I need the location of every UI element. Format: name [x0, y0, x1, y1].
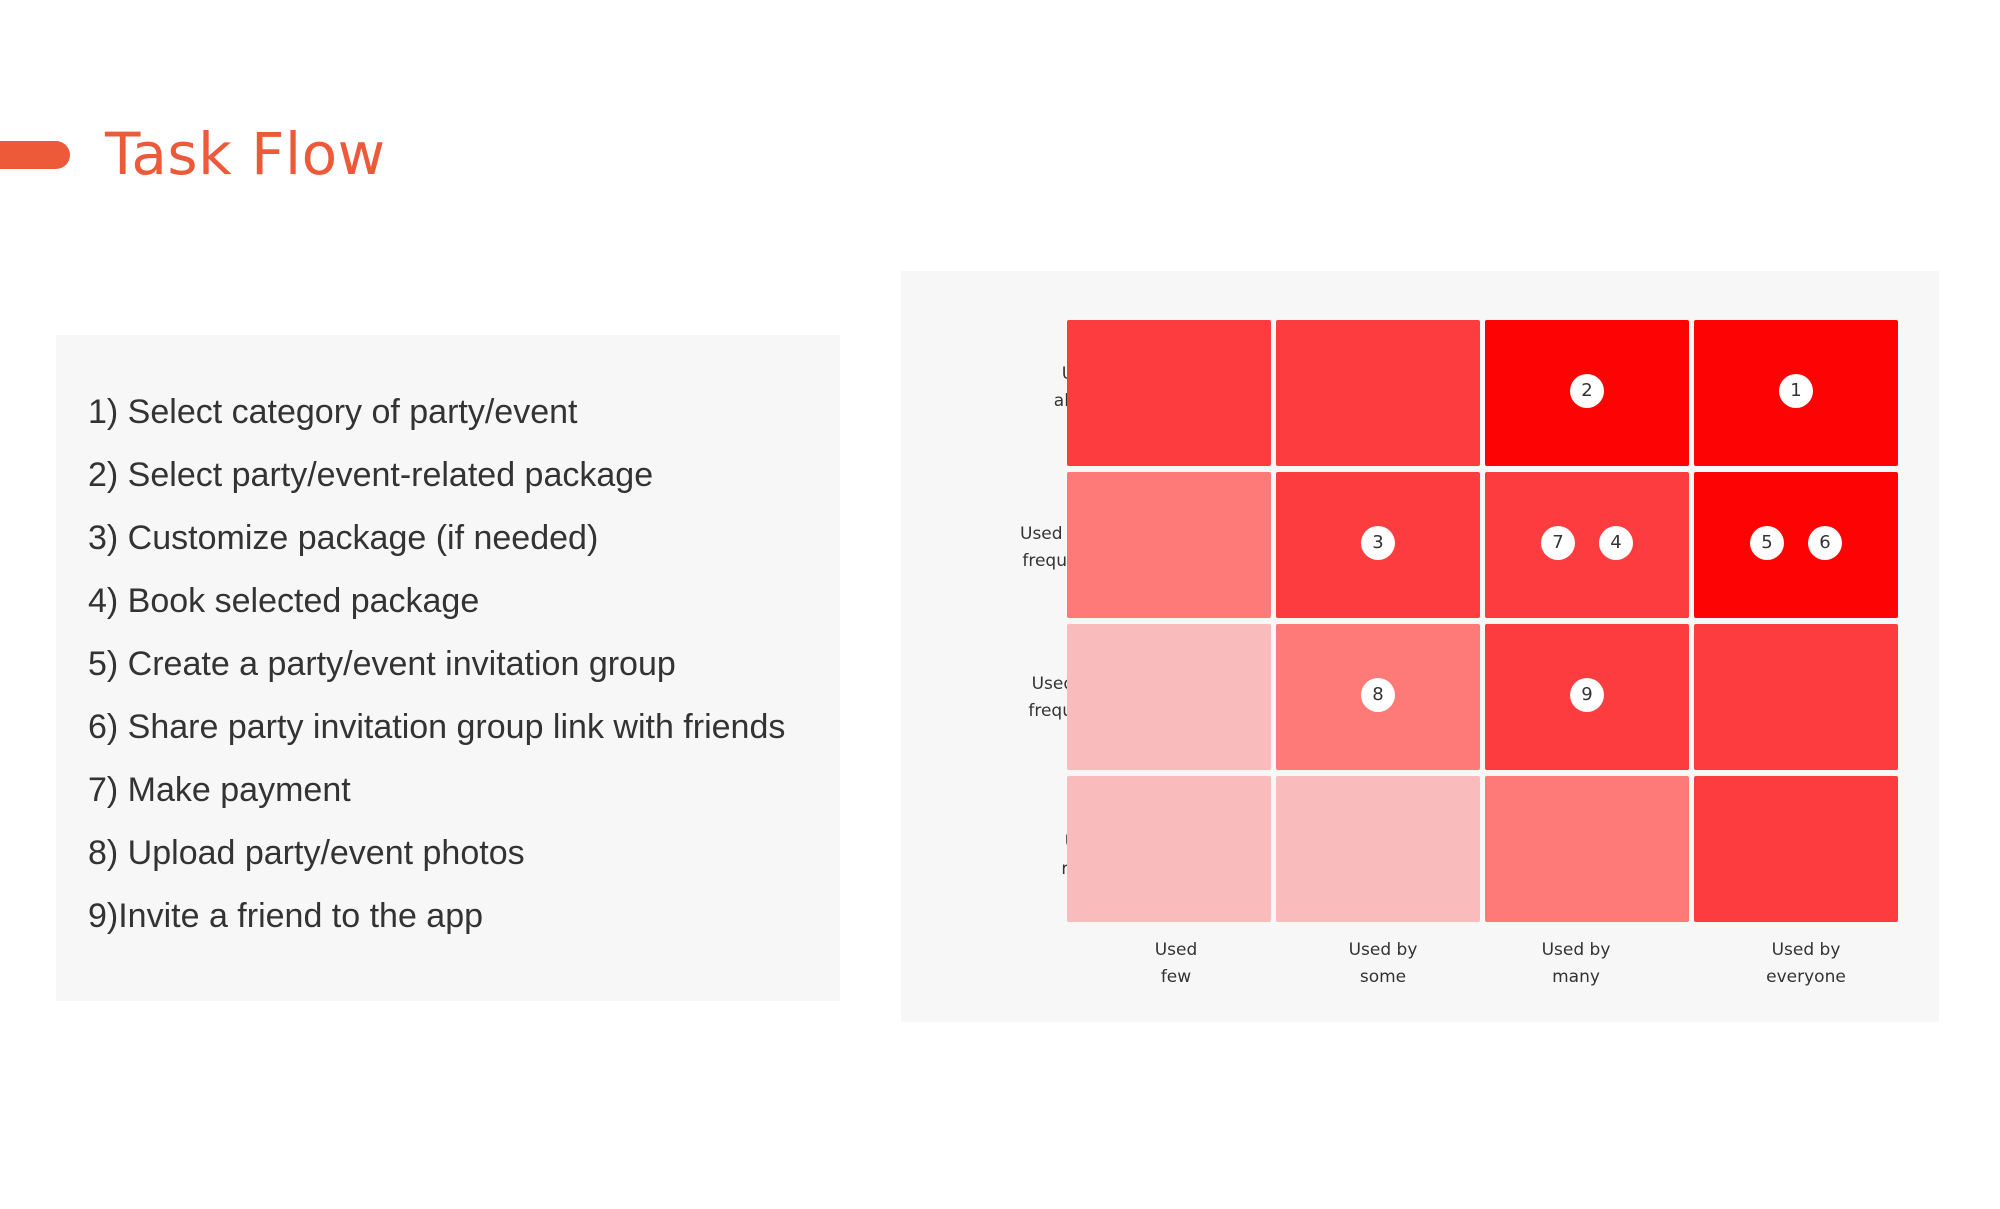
matrix-cell-more-many — [1485, 472, 1689, 618]
task-badge-3: 3 — [1361, 526, 1395, 560]
task-item-4: 4) Book selected package — [88, 582, 480, 620]
task-badge-7: 7 — [1541, 526, 1575, 560]
column-label-used-by-many: Used by many — [1541, 940, 1611, 987]
matrix-cell-more-few — [1067, 472, 1271, 618]
task-badge-9: 9 — [1570, 678, 1604, 712]
task-item-8: 8) Upload party/event photos — [88, 834, 525, 872]
matrix-cell-rarely-many — [1485, 776, 1689, 922]
task-list: 1) Select category of party/event 2) Sel… — [88, 381, 785, 948]
task-badge-4: 4 — [1599, 526, 1633, 560]
task-badge-5: 5 — [1750, 526, 1784, 560]
task-badge-1: 1 — [1779, 374, 1813, 408]
task-item-2: 2) Select party/event-related package — [88, 456, 654, 494]
matrix-cell-always-some — [1276, 320, 1480, 466]
task-item-1: 1) Select category of party/event — [88, 393, 578, 431]
title-accent-bar — [0, 141, 70, 169]
column-label-used-by-some: Used by some — [1348, 940, 1418, 987]
column-label-used-few: Used few — [1154, 940, 1198, 987]
matrix-cell-less-few — [1067, 624, 1271, 770]
matrix-cell-less-everyone — [1694, 624, 1898, 770]
column-label-used-by-everyone: Used by everyone — [1766, 940, 1846, 987]
matrix-cell-always-few — [1067, 320, 1271, 466]
task-item-7: 7) Make payment — [88, 771, 351, 809]
task-item-3: 3) Customize package (if needed) — [88, 519, 599, 557]
task-list-panel: 1) Select category of party/event 2) Sel… — [56, 335, 840, 1001]
task-badge-2: 2 — [1570, 374, 1604, 408]
page-title: Task Flow — [105, 120, 386, 188]
task-item-6: 6) Share party invitation group link wit… — [88, 708, 786, 746]
matrix-cell-rarely-everyone — [1694, 776, 1898, 922]
matrix-cell-rarely-few — [1067, 776, 1271, 922]
task-badge-6: 6 — [1808, 526, 1842, 560]
matrix-cell-more-everyone — [1694, 472, 1898, 618]
matrix-cell-rarely-some — [1276, 776, 1480, 922]
task-item-9: 9)Invite a friend to the app — [88, 897, 484, 935]
task-badge-8: 8 — [1361, 678, 1395, 712]
task-item-5: 5) Create a party/event invitation group — [88, 645, 676, 683]
